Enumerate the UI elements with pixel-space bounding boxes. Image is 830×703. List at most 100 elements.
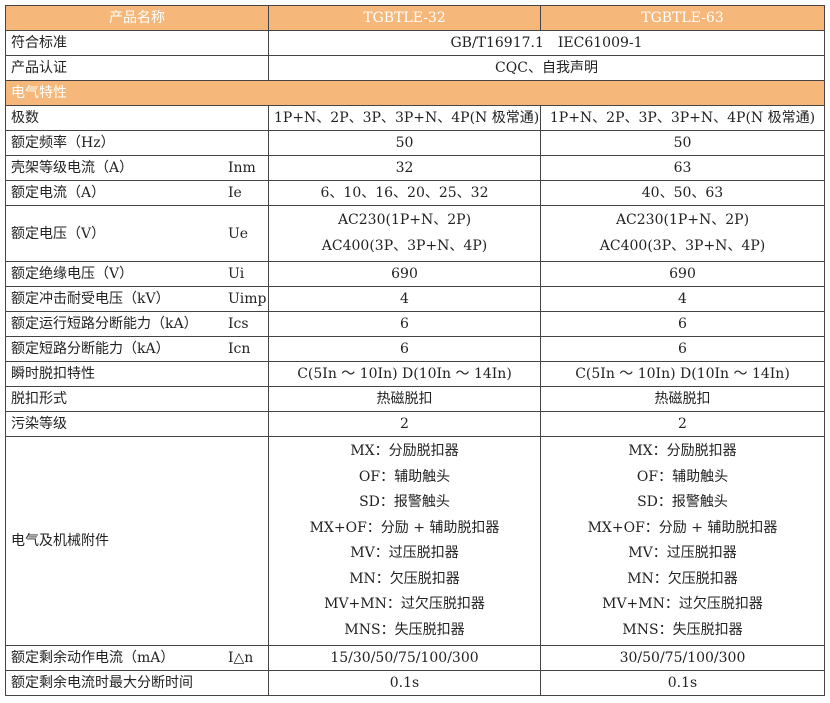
value-line: AC400(3P、3P+N、4P): [321, 237, 488, 254]
row-value-v1: 6: [268, 311, 541, 337]
value-line: 0.1s: [389, 675, 420, 691]
value-line: 690: [391, 266, 418, 282]
row-label: 额定短路分断能力（kA） Icn: [5, 336, 269, 362]
row-label: 极数: [5, 105, 269, 131]
value-line: OF：辅助触头: [358, 468, 451, 485]
table-row: 额定频率（Hz） 50 50: [5, 130, 825, 156]
value-line: 6、10、16、20、25、32: [320, 185, 489, 201]
certification-row: 产品认证 CQC、自我声明: [5, 55, 825, 81]
value-line: 50: [673, 135, 692, 151]
label-text: 瞬时脱扣特性: [11, 366, 95, 382]
row-label: 产品认证: [5, 55, 269, 81]
symbol: I△n: [228, 650, 254, 666]
row-label: 壳架等级电流（A） Inm: [5, 155, 269, 181]
value-line: MX+OF：分励 + 辅助脱扣器: [309, 519, 500, 536]
row-label: 额定频率（Hz）: [5, 130, 269, 156]
value-line: 6: [678, 316, 687, 332]
row-label: 电气及机械附件: [5, 436, 269, 646]
label-text: 脱扣形式: [11, 391, 67, 407]
value-line: MV+MN：过欠压脱扣器: [324, 596, 485, 612]
table-row: 额定冲击耐受电压（kV） Uimp 4 4: [5, 286, 825, 312]
spec-table: 产品名称 TGBTLE-32 TGBTLE-63 符合标准 GB/T16917.…: [5, 5, 825, 696]
value-line: MNS：失压脱扣器: [622, 621, 743, 638]
table-row: 污染等级 2 2: [5, 411, 825, 437]
symbol: Icn: [228, 341, 251, 357]
label-text: 壳架等级电流（A）: [11, 160, 134, 176]
value-line: MV：过压脱扣器: [628, 545, 737, 561]
table-row: 极数 1P+N、2P、3P、3P+N、4P(N 极常通) 1P+N、2P、3P、3P…: [5, 105, 825, 131]
row-label: 额定剩余电流时最大分断时间: [5, 670, 269, 696]
row-label: 污染等级: [5, 411, 269, 437]
value-line: 4: [400, 291, 409, 307]
value-line: OF：辅助触头: [636, 468, 729, 485]
row-label: 瞬时脱扣特性: [5, 361, 269, 387]
symbol: Ue: [228, 225, 249, 242]
row-value-v2: 热磁脱扣: [540, 386, 825, 412]
table-row: 壳架等级电流（A） Inm 32 63: [5, 155, 825, 181]
value-line: 2: [400, 416, 409, 432]
row-label: 额定绝缘电压（V） Ui: [5, 261, 269, 287]
value-line: 1P+N、2P、3P、3P+N、4P(N 极常通): [274, 110, 540, 126]
value-line: MV+MN：过欠压脱扣器: [602, 596, 763, 612]
header-model-2: TGBTLE-63: [540, 5, 825, 31]
value-line: MV：过压脱扣器: [350, 545, 459, 561]
row-value-v2: 1P+N、2P、3P、3P+N、4P(N 极常通): [540, 105, 825, 131]
row-value-v2: MX：分励脱扣器 OF：辅助触头 SD：报警触头 MX+OF：分励 + 辅助脱扣器 MV…: [540, 436, 825, 646]
table-row: 脱扣形式 热磁脱扣 热磁脱扣: [5, 386, 825, 412]
value-line: MNS：失压脱扣器: [344, 621, 465, 638]
label-text: 电气及机械附件: [11, 533, 109, 549]
table-row: 额定绝缘电压（V） Ui 690 690: [5, 261, 825, 287]
label-text: 污染等级: [11, 416, 67, 432]
value-line: MN：欠压脱扣器: [349, 570, 460, 587]
row-value-v1: MX：分励脱扣器 OF：辅助触头 SD：报警触头 MX+OF：分励 + 辅助脱扣器 MV…: [268, 436, 541, 646]
row-label: 额定电流（A） Ie: [5, 180, 269, 206]
value-line: 热磁脱扣: [376, 391, 433, 407]
value-line: 63: [673, 160, 692, 176]
symbol: Ui: [228, 266, 245, 282]
value-line: AC230(1P+N、2P): [615, 212, 750, 228]
row-value-v1: 0.1s: [268, 670, 541, 696]
value-line: 30/50/75/100/300: [619, 650, 746, 666]
section-row: 电气特性: [5, 80, 825, 106]
label-text: 额定绝缘电压（V）: [11, 266, 134, 282]
row-label: 脱扣形式: [5, 386, 269, 412]
table-row: 额定短路分断能力（kA） Icn 6 6: [5, 336, 825, 362]
row-label: 额定剩余动作电流（mA） I△n: [5, 645, 269, 671]
value-line: 50: [395, 135, 414, 151]
row-value-v1: 6、10、16、20、25、32: [268, 180, 541, 206]
symbol: Inm: [228, 160, 256, 176]
symbol: Ie: [228, 185, 242, 201]
row-value-v1: AC230(1P+N、2P) AC400(3P、3P+N、4P): [268, 205, 541, 262]
value-line: 40、50、63: [641, 185, 724, 201]
row-value-v2: 690: [540, 261, 825, 287]
row-label: 额定冲击耐受电压（kV） Uimp: [5, 286, 269, 312]
row-value-v2: 30/50/75/100/300: [540, 645, 825, 671]
row-value: GB/T16917.1 IEC61009-1: [268, 30, 825, 56]
value-line: MX+OF：分励 + 辅助脱扣器: [587, 519, 778, 536]
value-line: MN：欠压脱扣器: [627, 570, 738, 587]
value-line: SD：报警触头: [637, 494, 728, 510]
table-row: 额定剩余电流时最大分断时间 0.1s 0.1s: [5, 670, 825, 696]
row-value-v2: 50: [540, 130, 825, 156]
table-row: 额定电压（V） Ue AC230(1P+N、2P) AC400(3P、3P+N、4P)…: [5, 205, 825, 262]
label-text: 极数: [11, 110, 39, 126]
label-text: 额定频率（Hz）: [11, 135, 115, 151]
row-value-v2: 6: [540, 311, 825, 337]
label-text: 额定剩余动作电流（mA）: [11, 650, 175, 666]
value-line: C(5In ～ 10In) D(10In ～ 14In): [575, 366, 790, 382]
row-value-v2: 6: [540, 336, 825, 362]
standard-row: 符合标准 GB/T16917.1 IEC61009-1: [5, 30, 825, 56]
row-label: 额定运行短路分断能力（kA） Ics: [5, 311, 269, 337]
row-value-v2: 40、50、63: [540, 180, 825, 206]
row-value: CQC、自我声明: [268, 55, 825, 81]
label-text: 额定短路分断能力（kA）: [11, 341, 170, 357]
row-label: 符合标准: [5, 30, 269, 56]
value-line: 0.1s: [667, 675, 698, 691]
value-line: 热磁脱扣: [654, 391, 711, 407]
header-row: 产品名称 TGBTLE-32 TGBTLE-63: [5, 5, 825, 31]
row-value-v1: 1P+N、2P、3P、3P+N、4P(N 极常通): [268, 105, 541, 131]
value-line: 6: [400, 341, 409, 357]
label-text: 额定电压（V）: [11, 225, 106, 242]
value-line: 2: [678, 416, 687, 432]
header-name: 产品名称: [5, 5, 269, 31]
